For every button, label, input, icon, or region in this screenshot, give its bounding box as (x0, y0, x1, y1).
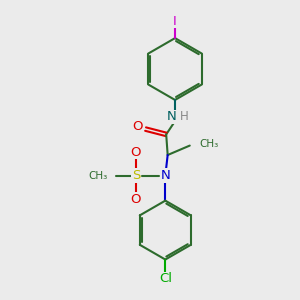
Text: N: N (166, 110, 176, 123)
Text: O: O (130, 146, 141, 159)
Text: CH₃: CH₃ (199, 139, 218, 149)
Text: O: O (130, 193, 141, 206)
Text: H: H (180, 110, 189, 123)
Text: N: N (160, 169, 170, 182)
Text: CH₃: CH₃ (88, 171, 107, 181)
Text: S: S (132, 169, 140, 182)
Text: Cl: Cl (159, 272, 172, 285)
Text: I: I (173, 14, 177, 28)
Text: O: O (132, 120, 142, 133)
